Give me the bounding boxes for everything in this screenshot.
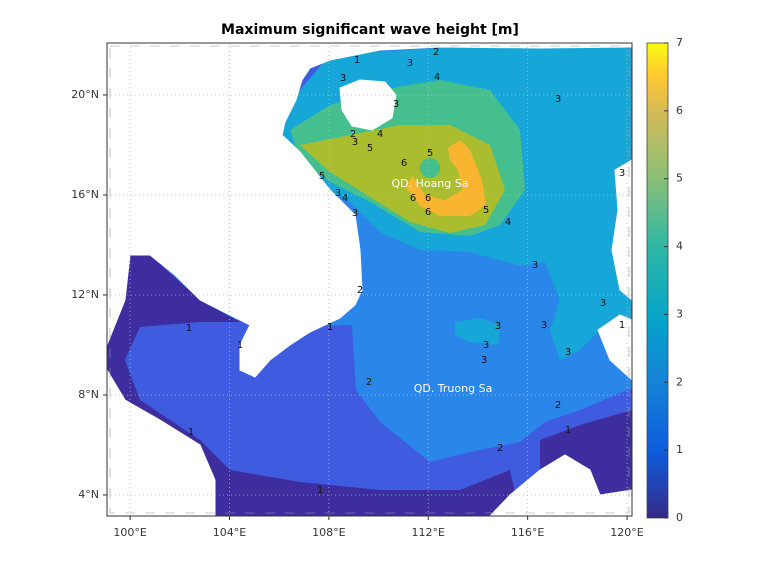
contour-label: 2 [433, 47, 439, 58]
colorbar-tick-label: 3 [676, 307, 683, 320]
contour-label: 5 [367, 143, 373, 154]
contour-label: 4 [342, 193, 348, 204]
contour-label: 1 [619, 320, 625, 331]
contour-label: 4 [434, 72, 440, 83]
y-tick-label: 4°N [78, 488, 99, 501]
land [597, 314, 632, 381]
contour-label: 3 [481, 355, 487, 366]
contour-label: 3 [541, 320, 547, 331]
x-tick-label: 100°E [113, 526, 146, 539]
y-tick-label: 20°N [71, 88, 99, 101]
contour-label: 3 [532, 260, 538, 271]
place-label: QD. Hoang Sa [391, 177, 468, 190]
contour-label: 5 [483, 205, 489, 216]
x-tick-label: 112°E [412, 526, 445, 539]
contour-label: 2 [555, 400, 561, 411]
wave-band [420, 158, 440, 178]
x-tick-label: 108°E [312, 526, 345, 539]
contour-label: 3 [619, 168, 625, 179]
contour-label: 1 [565, 425, 571, 436]
wave-band [405, 140, 486, 216]
colorbar-tick-label: 7 [676, 36, 683, 49]
map-frame [106, 42, 633, 517]
colorbar-tick-label: 4 [676, 240, 683, 253]
contour-label: 5 [319, 171, 325, 182]
contour-label: 5 [427, 148, 433, 159]
place-label: QD. Truong Sa [414, 382, 493, 395]
land [339, 79, 397, 131]
colorbar-tick-label: 0 [676, 511, 683, 524]
land [107, 43, 632, 378]
x-tick-label: 104°E [213, 526, 246, 539]
land [489, 454, 632, 516]
contour-label: 3 [407, 58, 413, 69]
contour-label: 1 [186, 323, 192, 334]
contour-label: 1 [317, 485, 323, 496]
contour-label: 6 [410, 193, 416, 204]
y-tick-label: 16°N [71, 188, 99, 201]
contour-label: 3 [393, 99, 399, 110]
contour-label: 3 [352, 137, 358, 148]
colorbar-tick-label: 5 [676, 172, 683, 185]
contour-label: 3 [600, 298, 606, 309]
contour-label: 4 [505, 217, 511, 228]
map-frame [109, 45, 630, 514]
wave-band [455, 318, 500, 345]
wave-band [107, 255, 520, 516]
land [107, 369, 216, 516]
contour-label: 6 [425, 193, 431, 204]
x-tick-label: 120°E [610, 526, 643, 539]
colorbar-tick-label: 2 [676, 375, 683, 388]
contour-label: 1 [327, 322, 333, 333]
contour-label: 3 [352, 208, 358, 219]
contour-label: 6 [401, 158, 407, 169]
y-tick-label: 12°N [71, 288, 99, 301]
colorbar-tick-label: 6 [676, 104, 683, 117]
contour-label: 3 [565, 347, 571, 358]
contour-label: 2 [350, 129, 356, 140]
contour-label: 1 [188, 427, 194, 438]
contour-label: 3 [555, 94, 561, 105]
contour-label: 3 [335, 188, 341, 199]
contour-label: 6 [425, 207, 431, 218]
colorbar [646, 42, 669, 519]
contour-label: 2 [366, 377, 372, 388]
colorbar-tick-label: 1 [676, 443, 683, 456]
contour-label: 1 [237, 340, 243, 351]
contour-label: 3 [483, 340, 489, 351]
y-tick-label: 8°N [78, 388, 99, 401]
contour-label: 2 [357, 285, 363, 296]
contour-label: 3 [495, 321, 501, 332]
contour-label: 3 [340, 73, 346, 84]
contour-label: 2 [497, 443, 503, 454]
contour-label: 4 [377, 129, 383, 140]
map-title: Maximum significant wave height [m] [221, 22, 519, 38]
wave-band [107, 316, 632, 516]
x-tick-label: 116°E [511, 526, 544, 539]
contour-label: 1 [354, 55, 360, 66]
